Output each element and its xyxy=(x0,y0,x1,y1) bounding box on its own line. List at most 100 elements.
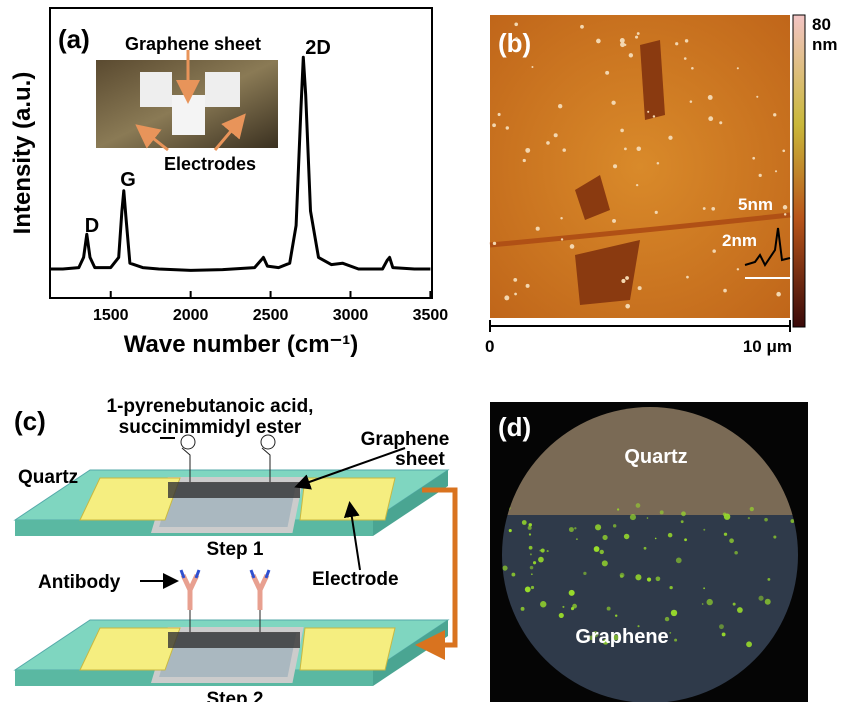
fluorescent-spot xyxy=(644,547,647,550)
graphene-label: sheet xyxy=(395,449,445,470)
afm-particle xyxy=(596,39,601,44)
afm-particle xyxy=(546,141,550,145)
fluorescent-spot xyxy=(607,607,611,611)
afm-particle xyxy=(523,159,526,162)
fluorescent-spot xyxy=(681,520,684,523)
inset-gap xyxy=(140,72,172,107)
fluorescent-spot xyxy=(758,596,763,601)
afm-particle xyxy=(621,279,625,283)
afm-particle xyxy=(756,96,758,98)
fluorescent-spot xyxy=(665,617,669,621)
fluorescent-spot xyxy=(765,599,771,605)
region-label: Graphene xyxy=(575,626,668,648)
fluorescent-spot xyxy=(531,586,534,589)
afm-particle xyxy=(703,207,706,210)
device-step-1 xyxy=(15,435,448,536)
peak-label: 2D xyxy=(305,37,331,59)
scale-start: 0 xyxy=(485,337,494,356)
fluorescent-spot xyxy=(617,508,619,510)
afm-particle xyxy=(719,121,722,124)
fluorescent-spot xyxy=(530,566,534,570)
afm-particle xyxy=(773,113,776,116)
x-tick-label: 2000 xyxy=(173,307,209,324)
afm-particle xyxy=(655,211,658,214)
afm-particle xyxy=(737,268,739,270)
x-tick-label: 2500 xyxy=(253,307,289,324)
profile-label: 2nm xyxy=(722,231,757,250)
afm-particle xyxy=(638,286,642,290)
inset-gap xyxy=(172,95,205,135)
fluorescent-spot xyxy=(602,535,607,540)
fluorescent-spot xyxy=(656,576,661,581)
afm-particle xyxy=(625,276,629,280)
antibody-label: Antibody xyxy=(38,572,121,593)
afm-image xyxy=(490,15,790,318)
fluorescent-spot xyxy=(647,577,651,581)
fluorescent-spot xyxy=(613,524,616,527)
fluorescent-spot xyxy=(525,587,531,593)
substrate-label: Quartz xyxy=(18,467,78,488)
afm-particle xyxy=(711,207,715,211)
electrode xyxy=(300,628,395,670)
fluorescent-spot xyxy=(529,533,531,535)
afm-particle xyxy=(525,148,530,153)
fluorescent-spot xyxy=(602,560,608,566)
colorbar-max: 80 xyxy=(812,15,831,34)
afm-particle xyxy=(620,129,624,133)
graphene-label: Graphene xyxy=(361,429,450,450)
fluorescent-spot xyxy=(764,518,768,522)
fluorescent-spot xyxy=(647,517,649,519)
fluorescent-spot xyxy=(724,513,730,519)
afm-particle xyxy=(531,66,533,68)
fluorescent-spot xyxy=(559,613,564,618)
fluorescent-spot xyxy=(750,507,754,511)
y-axis-label: Intensity (a.u.) xyxy=(9,72,36,235)
fluorescent-spot xyxy=(541,548,545,552)
fluorescent-spot xyxy=(684,538,687,541)
fluorescent-spot xyxy=(748,517,750,519)
panel-label: (b) xyxy=(498,28,531,58)
fluorescent-spot xyxy=(569,590,575,596)
panel-c: (c) 1-pyrenebutanoic acid, succinimmidyl… xyxy=(14,396,455,702)
afm-particle xyxy=(712,249,716,253)
fluorescent-spot xyxy=(624,534,630,540)
fluorescent-spot xyxy=(636,503,641,508)
afm-particle xyxy=(605,71,609,75)
inset-gap xyxy=(205,72,240,107)
step-label: Step 1 xyxy=(206,539,263,560)
x-tick-label: 1500 xyxy=(93,307,129,324)
fluorescent-spot xyxy=(702,603,704,605)
afm-particle xyxy=(647,111,649,113)
panel-b: (b) 80 nm 5nm 2nm 0 10 μm xyxy=(485,15,838,356)
graphene-sheet xyxy=(168,632,300,648)
fluorescent-spot xyxy=(635,574,641,580)
fluorescent-spot xyxy=(767,578,770,581)
fluorescent-spot xyxy=(583,572,586,575)
step-label: Step 2 xyxy=(206,689,263,702)
inset-label: Electrodes xyxy=(164,154,256,174)
afm-particle xyxy=(613,164,617,168)
afm-particle xyxy=(775,170,777,172)
fluorescent-spot xyxy=(547,550,549,552)
afm-particle xyxy=(691,67,694,70)
fluorescent-spot xyxy=(595,524,601,530)
fluorescent-spot xyxy=(521,607,525,611)
afm-particle xyxy=(611,101,615,105)
afm-particle xyxy=(783,205,787,209)
inset-label: Graphene sheet xyxy=(125,34,261,54)
figure: (a) Graphene sheet Electrodes D G 2D Wav… xyxy=(0,0,846,702)
afm-particle xyxy=(629,53,633,57)
afm-particle xyxy=(612,219,616,223)
fluorescent-spot xyxy=(540,601,546,607)
fluorescent-spot xyxy=(594,546,600,552)
afm-particle xyxy=(776,292,781,297)
fluorescent-spot xyxy=(724,533,727,536)
afm-particle xyxy=(625,304,630,309)
fluorescent-spot xyxy=(676,557,682,563)
fluorescent-spot xyxy=(733,603,736,606)
fluorescent-spot xyxy=(533,561,536,564)
afm-particle xyxy=(684,57,687,60)
afm-particle xyxy=(493,242,496,245)
panel-label: (a) xyxy=(58,24,90,54)
fluorescent-spot xyxy=(719,624,724,629)
